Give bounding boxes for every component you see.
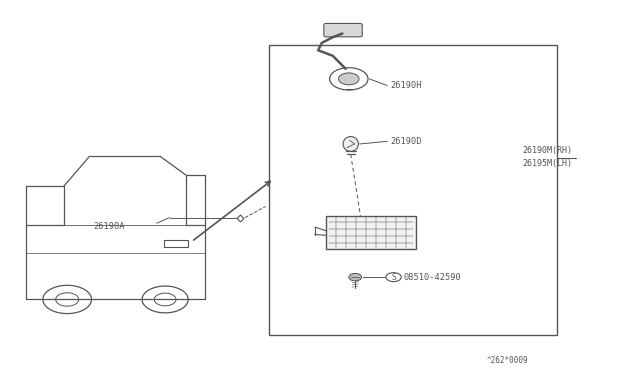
Text: S: S: [391, 273, 396, 282]
Circle shape: [339, 73, 359, 85]
Text: 26195M(LH): 26195M(LH): [523, 159, 573, 168]
Text: 26190D: 26190D: [390, 137, 422, 146]
Text: 08510-42590: 08510-42590: [403, 273, 461, 282]
Bar: [326, 216, 416, 249]
Text: 26190A: 26190A: [93, 222, 125, 231]
Ellipse shape: [343, 137, 358, 151]
Text: ^262*0009: ^262*0009: [486, 356, 528, 365]
FancyBboxPatch shape: [324, 23, 362, 37]
Circle shape: [349, 273, 362, 281]
Bar: [164, 240, 188, 247]
Bar: [269, 45, 557, 335]
Text: 26190M(RH): 26190M(RH): [523, 146, 573, 155]
Text: 26190H: 26190H: [390, 81, 422, 90]
